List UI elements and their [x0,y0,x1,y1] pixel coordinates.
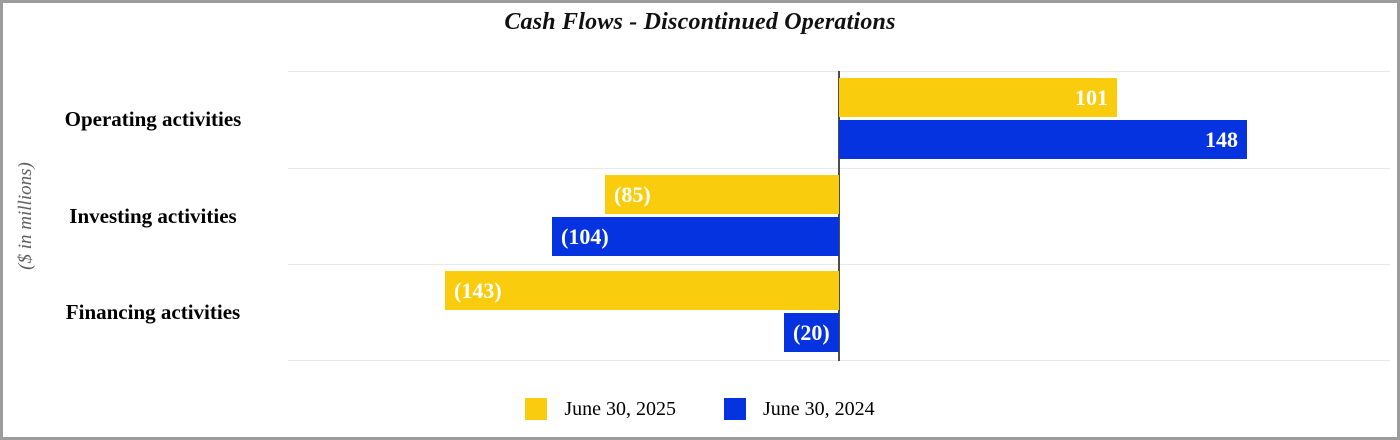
legend-label: June 30, 2024 [763,397,875,420]
bar-data-label: (85) [614,181,651,207]
legend-swatch [724,398,746,420]
legend-item: June 30, 2024 [724,398,875,421]
bar-data-label: (104) [561,223,609,249]
bar-data-label: (20) [793,319,830,345]
category-label: Operating activities [64,107,242,131]
bar: 101 [839,78,1117,117]
zero-axis-line [838,71,840,361]
bar: (85) [605,175,839,214]
bar-data-label: 148 [1205,126,1238,152]
chart-title: Cash Flows - Discontinued Operations [504,9,896,35]
legend: June 30, 2025 June 30, 2024 [3,393,1397,425]
bar-data-label: (143) [454,277,502,303]
legend-item: June 30, 2025 [525,398,676,421]
category-label: Investing activities [69,204,237,228]
bar-data-label: 101 [1075,84,1108,110]
plot-area: 101 148 (85) (104) (143) (20) [288,71,1390,361]
legend-swatch [525,398,548,420]
bar: 148 [839,120,1247,159]
legend-label: June 30, 2025 [564,397,676,420]
category-label: Financing activities [65,300,241,324]
bar: (104) [552,217,839,256]
bar: (143) [445,271,839,310]
category-axis-labels: Operating activities Investing activities… [25,71,281,361]
bar: (20) [784,313,839,352]
